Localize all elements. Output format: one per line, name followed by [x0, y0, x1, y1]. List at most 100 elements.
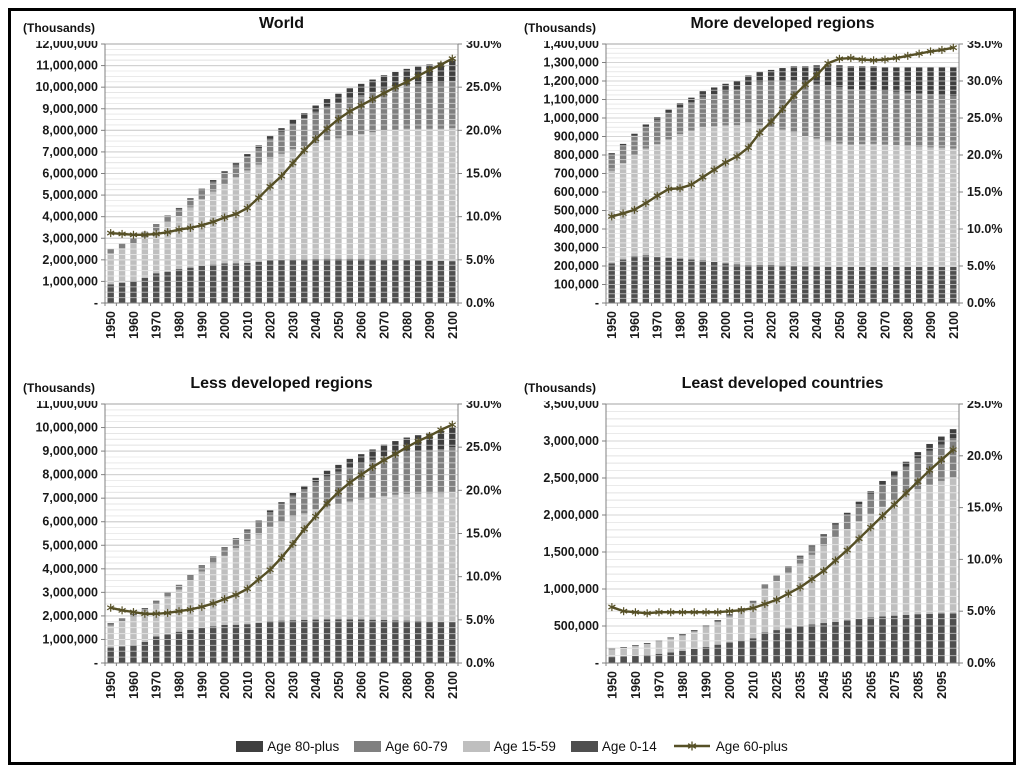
svg-text:2010: 2010 — [747, 671, 761, 699]
svg-text:25.0%: 25.0% — [466, 80, 501, 94]
svg-text:0.0%: 0.0% — [466, 656, 495, 670]
svg-text:2,500,000: 2,500,000 — [543, 471, 599, 485]
svg-text:100,000: 100,000 — [554, 278, 599, 292]
svg-text:1950: 1950 — [605, 671, 619, 699]
chart-header: (Thousands) World — [11, 11, 512, 41]
svg-text:-: - — [595, 296, 599, 310]
svg-text:5,000,000: 5,000,000 — [42, 188, 98, 202]
svg-text:2030: 2030 — [286, 311, 300, 339]
svg-text:1950: 1950 — [605, 311, 619, 339]
svg-text:5.0%: 5.0% — [967, 259, 996, 273]
svg-text:20.0%: 20.0% — [466, 483, 501, 497]
svg-text:2060: 2060 — [856, 311, 870, 339]
svg-text:12,000,000: 12,000,000 — [35, 41, 98, 51]
svg-text:-: - — [94, 296, 98, 310]
svg-text:25.0%: 25.0% — [466, 440, 501, 454]
legend-item-age-80-plus: Age 80-plus — [236, 739, 339, 754]
legend-swatch-age-15-59 — [462, 740, 490, 752]
legend-item-age-60-79: Age 60-79 — [354, 739, 448, 754]
svg-text:2,000,000: 2,000,000 — [42, 609, 98, 623]
world-plot: 12,000,000 11,000,000 10,000,000 9,000,000 8… — [35, 41, 501, 339]
legend-item-age-60-plus: Age 60-plus — [672, 739, 788, 754]
svg-text:2010: 2010 — [241, 671, 255, 699]
svg-text:2100: 2100 — [446, 311, 460, 339]
svg-text:10.0%: 10.0% — [967, 222, 1002, 236]
svg-text:1,000,000: 1,000,000 — [543, 582, 599, 596]
svg-text:1960: 1960 — [628, 311, 642, 339]
svg-text:2000: 2000 — [723, 671, 737, 699]
svg-text:2095: 2095 — [935, 671, 949, 699]
svg-text:1980: 1980 — [674, 311, 688, 339]
svg-text:2000: 2000 — [719, 311, 733, 339]
more-developed-regions-plot: 1,400,000 1,300,000 1,200,000 1,100,000 1,00… — [543, 41, 1002, 339]
chart-cell-less-developed-regions: (Thousands) Less developed regions 11,00… — [11, 371, 512, 731]
svg-text:15.0%: 15.0% — [967, 185, 1002, 199]
svg-text:1,200,000: 1,200,000 — [543, 74, 599, 88]
legend-label: Age 60-plus — [715, 738, 788, 754]
less-developed-regions-plot: 11,000,000 10,000,000 9,000,000 8,000,000 7,… — [35, 401, 501, 699]
legend-swatch-age-60-79 — [354, 740, 382, 752]
svg-text:2070: 2070 — [377, 671, 391, 699]
svg-text:1990: 1990 — [700, 671, 714, 699]
svg-text:20.0%: 20.0% — [466, 123, 501, 137]
svg-text:8,000,000: 8,000,000 — [42, 468, 98, 482]
svg-text:0.0%: 0.0% — [967, 296, 996, 310]
legend-label: Age 80-plus — [267, 738, 340, 754]
svg-text:11,000,000: 11,000,000 — [36, 401, 98, 411]
svg-text:1960: 1960 — [629, 671, 643, 699]
svg-text:10,000,000: 10,000,000 — [35, 80, 98, 94]
svg-text:5,000,000: 5,000,000 — [42, 538, 98, 552]
svg-text:2070: 2070 — [377, 311, 391, 339]
chart-title: Less developed regions — [190, 375, 373, 392]
svg-text:5.0%: 5.0% — [967, 604, 996, 618]
svg-text:800,000: 800,000 — [554, 148, 599, 162]
svg-text:1990: 1990 — [195, 311, 209, 339]
svg-text:2040: 2040 — [309, 311, 323, 339]
svg-text:6,000,000: 6,000,000 — [42, 515, 98, 529]
svg-text:1990: 1990 — [195, 671, 209, 699]
svg-text:2060: 2060 — [355, 311, 369, 339]
svg-text:7,000,000: 7,000,000 — [42, 145, 98, 159]
legend-swatch-age-80-plus — [236, 740, 264, 752]
svg-text:2080: 2080 — [400, 671, 414, 699]
svg-text:35.0%: 35.0% — [967, 41, 1002, 51]
svg-text:10.0%: 10.0% — [466, 570, 501, 584]
svg-text:1950: 1950 — [104, 311, 118, 339]
svg-text:2090: 2090 — [423, 671, 437, 699]
svg-text:1970: 1970 — [150, 311, 164, 339]
svg-text:2,000,000: 2,000,000 — [42, 253, 98, 267]
svg-text:2045: 2045 — [817, 671, 831, 699]
chart-figure-frame: (Thousands) World 12,000,000 11,000,000 10… — [8, 8, 1016, 765]
svg-text:20.0%: 20.0% — [967, 449, 1002, 463]
chart-title: More developed regions — [690, 15, 875, 32]
svg-text:500,000: 500,000 — [554, 204, 599, 218]
svg-text:2060: 2060 — [355, 671, 369, 699]
svg-text:15.0%: 15.0% — [967, 501, 1002, 515]
svg-text:1980: 1980 — [173, 671, 187, 699]
chart-header: (Thousands) More developed regions — [512, 11, 1013, 41]
legend: Age 80-plus Age 60-79 Age 15-59 Age 0-14… — [11, 732, 1013, 760]
svg-text:15.0%: 15.0% — [466, 167, 501, 181]
svg-text:1990: 1990 — [696, 311, 710, 339]
svg-text:2065: 2065 — [864, 671, 878, 699]
chart-header: (Thousands) Less developed regions — [11, 371, 512, 401]
svg-text:1980: 1980 — [676, 671, 690, 699]
svg-text:0.0%: 0.0% — [967, 656, 996, 670]
svg-text:2085: 2085 — [911, 671, 925, 699]
svg-text:1,300,000: 1,300,000 — [543, 56, 599, 70]
svg-text:-: - — [94, 656, 98, 670]
chart-cell-more-developed-regions: (Thousands) More developed regions 1,400… — [512, 11, 1013, 371]
charts-grid: (Thousands) World 12,000,000 11,000,000 10… — [11, 11, 1013, 731]
svg-text:2010: 2010 — [742, 311, 756, 339]
chart-title: Least developed countries — [681, 375, 884, 392]
svg-text:2050: 2050 — [332, 311, 346, 339]
chart-title: World — [258, 15, 305, 32]
left-axis-units-label: (Thousands) — [524, 21, 596, 35]
svg-text:4,000,000: 4,000,000 — [42, 210, 98, 224]
svg-text:1,000,000: 1,000,000 — [543, 111, 599, 125]
svg-text:1,500,000: 1,500,000 — [543, 545, 599, 559]
chart-cell-world: (Thousands) World 12,000,000 11,000,000 10… — [11, 11, 512, 371]
svg-text:2100: 2100 — [947, 311, 961, 339]
left-axis-units-label: (Thousands) — [524, 381, 596, 395]
svg-text:400,000: 400,000 — [554, 222, 599, 236]
